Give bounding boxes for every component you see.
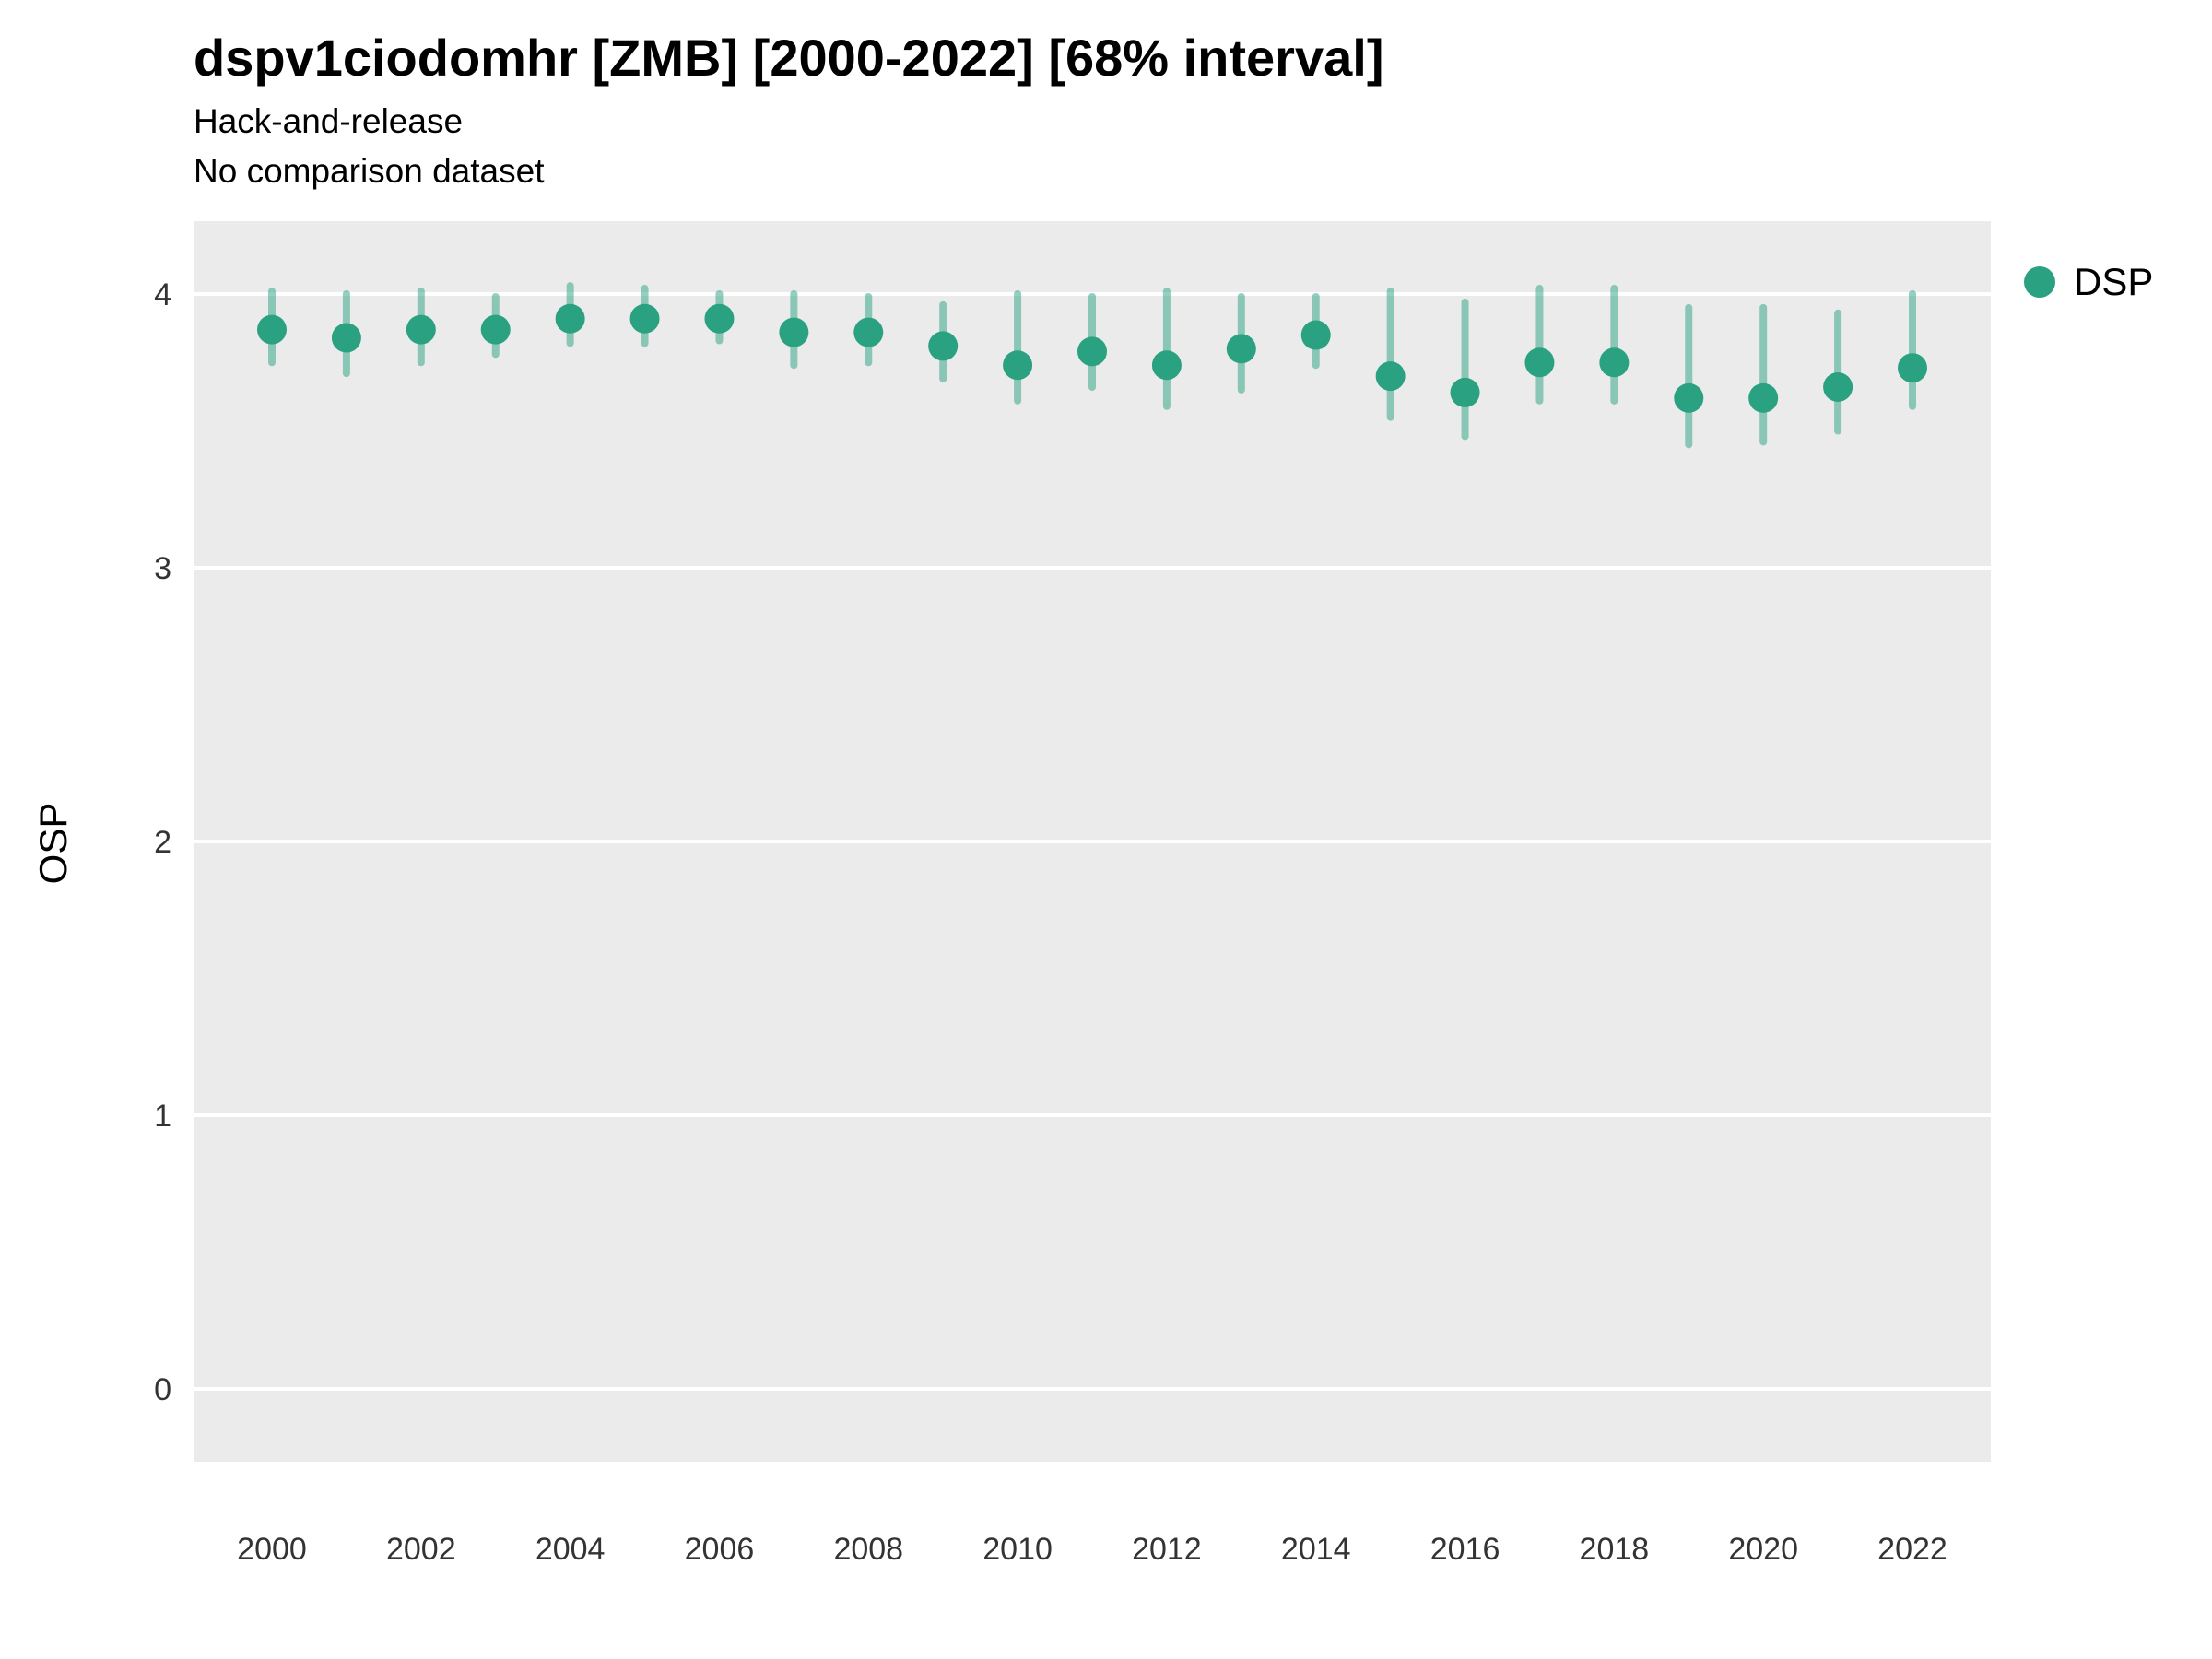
data-point xyxy=(1151,350,1182,381)
chart-subtitle-1: Hack-and-release xyxy=(194,102,464,140)
data-point xyxy=(1300,320,1331,350)
data-point xyxy=(1003,350,1033,381)
data-point xyxy=(555,303,585,334)
x-tick-label: 2006 xyxy=(685,1532,755,1567)
data-point xyxy=(406,314,436,345)
data-point xyxy=(704,303,735,334)
data-point xyxy=(1674,382,1704,413)
data-point xyxy=(1077,336,1107,367)
y-tick-label: 0 xyxy=(154,1372,171,1407)
y-tick-label: 2 xyxy=(154,825,171,860)
x-tick-label: 2014 xyxy=(1281,1532,1351,1567)
data-point xyxy=(1450,377,1480,407)
x-tick-label: 2018 xyxy=(1580,1532,1650,1567)
x-tick-label: 2022 xyxy=(1877,1532,1947,1567)
y-tick-label: 3 xyxy=(154,551,171,586)
x-tick-label: 2004 xyxy=(535,1532,606,1567)
x-tick-label: 2002 xyxy=(386,1532,456,1567)
data-point xyxy=(629,303,660,334)
y-tick-label: 4 xyxy=(154,277,171,312)
x-tick-label: 2016 xyxy=(1430,1532,1500,1567)
chart-title: dspv1ciodomhr [ZMB] [2000-2022] [68% int… xyxy=(194,29,1384,87)
x-tick-label: 2000 xyxy=(237,1532,307,1567)
data-point xyxy=(1375,361,1406,392)
x-tick-label: 2012 xyxy=(1132,1532,1202,1567)
x-tick-label: 2010 xyxy=(982,1532,1053,1567)
y-tick-label: 1 xyxy=(154,1099,171,1134)
data-point xyxy=(1823,371,1853,402)
data-point xyxy=(257,314,287,345)
data-point xyxy=(1599,347,1630,378)
data-point xyxy=(480,314,511,345)
x-tick-label: 2020 xyxy=(1728,1532,1798,1567)
legend: DSP xyxy=(2024,260,2153,304)
chart-subtitle-2: No comparison dataset xyxy=(194,152,545,190)
data-point xyxy=(331,323,361,353)
x-tick-label: 2008 xyxy=(833,1532,903,1567)
data-point xyxy=(1748,382,1779,413)
data-point xyxy=(1226,334,1256,364)
legend-label-dsp: DSP xyxy=(2074,260,2154,303)
data-point xyxy=(1524,347,1555,378)
legend-dot-dsp xyxy=(2024,266,2055,298)
data-point xyxy=(779,317,809,347)
data-point xyxy=(853,317,884,347)
data-point xyxy=(928,331,959,361)
data-point xyxy=(1898,353,1927,383)
chart-header: dspv1ciodomhr [ZMB] [2000-2022] [68% int… xyxy=(194,28,1383,202)
